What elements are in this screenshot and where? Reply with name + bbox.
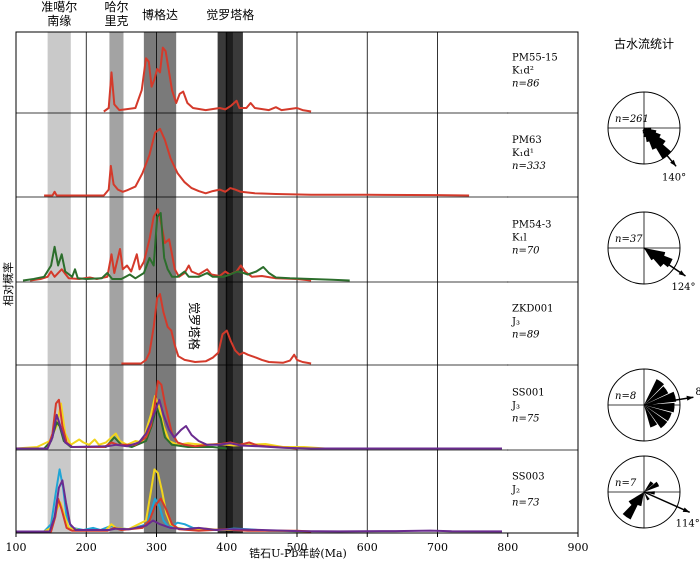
sample-name-3: ZKD001: [512, 304, 554, 315]
rose-petal-2-1: [644, 386, 669, 405]
rose-direction-2: 81°: [695, 387, 700, 398]
x-tick-label-100: 100: [6, 541, 27, 554]
x-tick-label-900: 900: [568, 541, 589, 554]
rose-2: n=8 81°: [607, 368, 700, 442]
curve-p4-s3: [16, 398, 578, 450]
rose-arrowhead-1: [678, 270, 686, 276]
probability-curves: [15, 46, 579, 533]
rose-petal-3-5: [622, 492, 644, 520]
band-label-1-0: 哈尔: [104, 0, 128, 14]
rose-petal-2-0: [644, 379, 664, 405]
rose-direction-0: 140°: [662, 172, 686, 183]
rose-n-3: n=7: [615, 478, 637, 489]
x-tick-label-300: 300: [146, 541, 167, 554]
y-axis-title: 相对概率: [1, 262, 15, 306]
band-label-2-0: 博格达: [142, 7, 178, 22]
rose-arrow-0: [643, 127, 677, 167]
x-axis-title: 锆石U-Pb年龄(Ma): [249, 546, 347, 560]
curve-p2-s1: [22, 212, 350, 282]
sample-n-3: n=89: [512, 330, 540, 341]
rose-arrowhead-2: [686, 395, 694, 401]
band-label-0-0: 准噶尔: [41, 0, 77, 14]
rose-petal-2-6: [644, 405, 658, 428]
rose-n-0: n=261: [615, 114, 649, 125]
rose-petal-0-6: [644, 128, 651, 143]
rose-petal-3-6: [628, 492, 644, 506]
rose-direction-1: 124°: [671, 282, 695, 293]
sample-unit-1: K₁d¹: [512, 148, 534, 159]
rose-arrow-3: [643, 491, 691, 513]
rose-direction-3: 114°: [676, 518, 700, 529]
band-label-0-1: 南缘: [47, 13, 71, 28]
rose-petal-3-0: [644, 481, 654, 492]
rose-petal-0-9: [642, 128, 644, 132]
rose-3: n=7 114°: [607, 455, 700, 529]
rose-arrowhead-0: [670, 159, 677, 167]
sample-name-0: PM55-15: [512, 53, 558, 64]
curve-p1-s0: [44, 127, 470, 197]
panel-label-bg-2: [502, 197, 578, 282]
sample-unit-0: K₁d²: [512, 66, 534, 77]
age-band-2: [143, 32, 177, 533]
panel-labels: PM55-15 K₁d² n=86 PM63 K₁d¹ n=333 PM54-3 K₁l n=7…: [502, 32, 579, 533]
x-axis: 100 200 300 400 500 600 700 800 900: [6, 533, 589, 554]
panel-label-bg-0: [502, 32, 578, 113]
rose-arrow-1: [643, 247, 686, 277]
sample-unit-3: J₃: [511, 317, 520, 328]
panel-label-bg-1: [502, 113, 578, 197]
x-tick-label-200: 200: [76, 541, 97, 554]
age-band-1: [109, 32, 124, 533]
age-band-0: [47, 32, 71, 533]
band-label-1-1: 里克: [104, 14, 128, 28]
rose-petal-3-2: [644, 491, 655, 495]
rose-title: 古水流统计: [614, 36, 674, 51]
sample-unit-5: J₂: [511, 485, 520, 496]
sample-n-5: n=73: [512, 498, 540, 509]
rose-arrowhead-3: [682, 507, 690, 513]
panel-label-bg-3: [502, 282, 578, 365]
band-label-3-0: 觉罗塔格: [206, 7, 254, 22]
inner-band-annotation: 觉罗塔格: [187, 302, 202, 350]
rose-0: n=261 140°: [607, 91, 686, 183]
sample-unit-2: K₁l: [512, 233, 527, 244]
age-bands: [47, 32, 243, 533]
x-tick-label-500: 500: [287, 541, 308, 554]
rose-petal-2-5: [644, 405, 668, 429]
sample-name-2: PM54-3: [512, 220, 551, 231]
sample-name-1: PM63: [512, 135, 542, 146]
rose-n-2: n=8: [615, 391, 636, 402]
curve-p5-s3: [16, 479, 579, 533]
rose-n-1: n=37: [615, 234, 643, 245]
curve-p0-s0: [103, 46, 312, 113]
age-band-core: [225, 32, 233, 533]
x-tick-label-700: 700: [427, 541, 448, 554]
paleocurrent-roses: n=261 140° n=37 124° n=8 81° n=7 114°: [607, 91, 700, 529]
panel-label-bg-4: [502, 365, 578, 450]
rose-petal-2-4: [644, 405, 672, 422]
rose-petal-2-3: [644, 402, 675, 413]
x-tick-label-600: 600: [357, 541, 378, 554]
rose-petal-3-1: [644, 481, 660, 492]
rose-1: n=37 124°: [607, 211, 696, 293]
rose-petal-3-3: [644, 492, 650, 501]
sample-n-1: n=333: [512, 161, 546, 172]
sample-n-0: n=86: [512, 79, 540, 90]
sample-name-4: SS001: [512, 388, 545, 399]
curve-p3-s0: [121, 293, 312, 365]
x-tick-label-400: 400: [216, 541, 237, 554]
rose-petal-0-8: [642, 128, 645, 134]
sample-unit-4: J₃: [511, 401, 520, 412]
sample-n-4: n=75: [512, 414, 540, 425]
sample-n-2: n=70: [512, 246, 540, 257]
rose-arrow-2: [643, 396, 694, 406]
panel-label-bg-5: [502, 450, 578, 533]
sample-name-5: SS003: [512, 472, 545, 483]
rose-petal-1-3: [644, 248, 655, 261]
x-tick-label-800: 800: [497, 541, 518, 554]
